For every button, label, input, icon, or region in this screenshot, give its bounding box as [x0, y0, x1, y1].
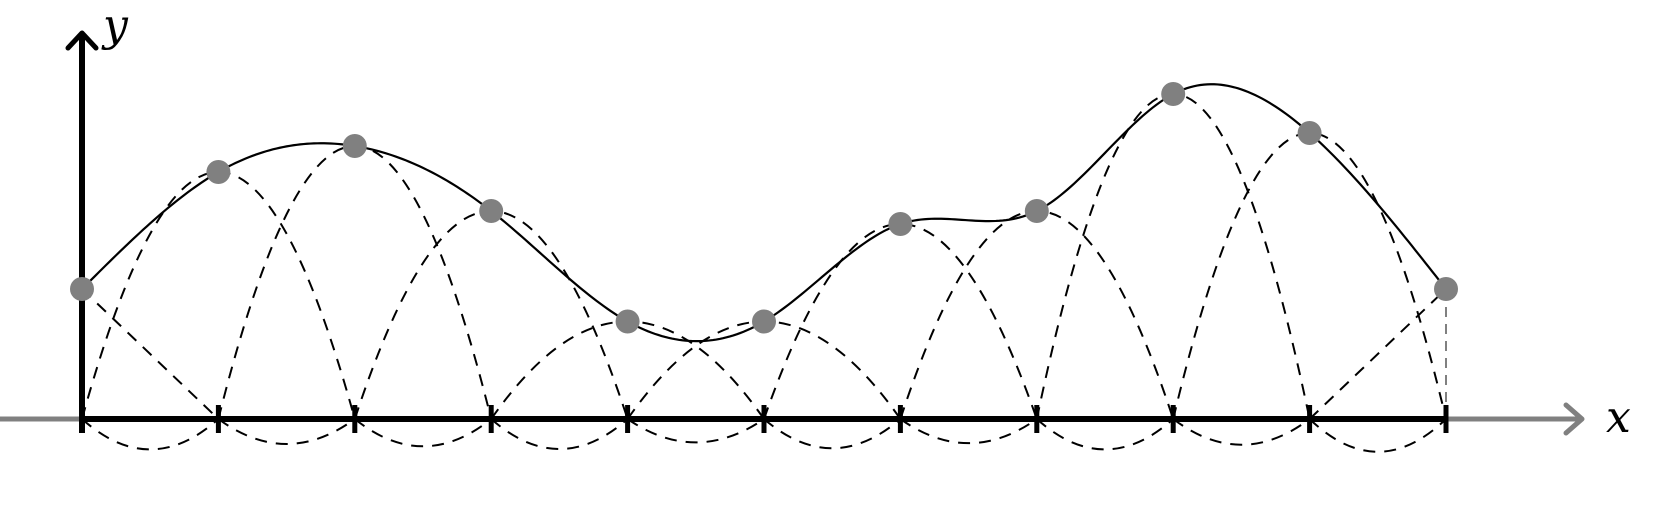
basis-lobe-8 [1172, 418, 1311, 446]
x-axis-label: x [1606, 392, 1631, 443]
data-point-1 [206, 160, 231, 184]
basis-function-10 [1308, 288, 1447, 420]
data-point-6 [888, 212, 913, 236]
x-axis-arrowhead [1563, 402, 1585, 436]
basis-lobe-3 [490, 418, 629, 450]
data-point-4 [615, 309, 640, 334]
basis-lobe-1 [217, 418, 356, 445]
basis-function-0 [81, 288, 220, 420]
data-point-9 [1297, 121, 1322, 145]
data-point-8 [1161, 82, 1186, 106]
y-axis-label: y [101, 0, 129, 51]
basis-lobe-9 [1308, 418, 1447, 453]
basis-function-5 [626, 320, 902, 420]
data-point-5 [752, 309, 776, 334]
basis-function-9 [1172, 132, 1447, 420]
basis-function-3 [353, 210, 629, 420]
data-point-2 [342, 134, 367, 158]
data-point-3 [479, 199, 504, 223]
y-axis-arrowhead [65, 30, 99, 51]
basis-lobe-2 [354, 418, 492, 448]
basis-function-4 [490, 320, 765, 420]
data-points [70, 82, 1458, 334]
basis-lobe-6 [899, 418, 1038, 445]
data-point-0 [70, 277, 94, 301]
basis-lobe-0 [81, 418, 220, 451]
basis-lobe-4 [627, 418, 765, 444]
basis-function-2 [217, 145, 493, 420]
basis-function-8 [1035, 93, 1311, 420]
basis-function-1 [81, 171, 356, 420]
data-point-7 [1024, 199, 1049, 223]
basis-lobe-7 [1036, 418, 1174, 451]
basis-functions [81, 93, 1447, 453]
basis-function-6 [763, 223, 1038, 420]
basis-lobe-5 [763, 418, 902, 450]
x-ticks [79, 405, 1449, 433]
data-point-10 [1434, 277, 1458, 301]
axes [0, 30, 1585, 436]
